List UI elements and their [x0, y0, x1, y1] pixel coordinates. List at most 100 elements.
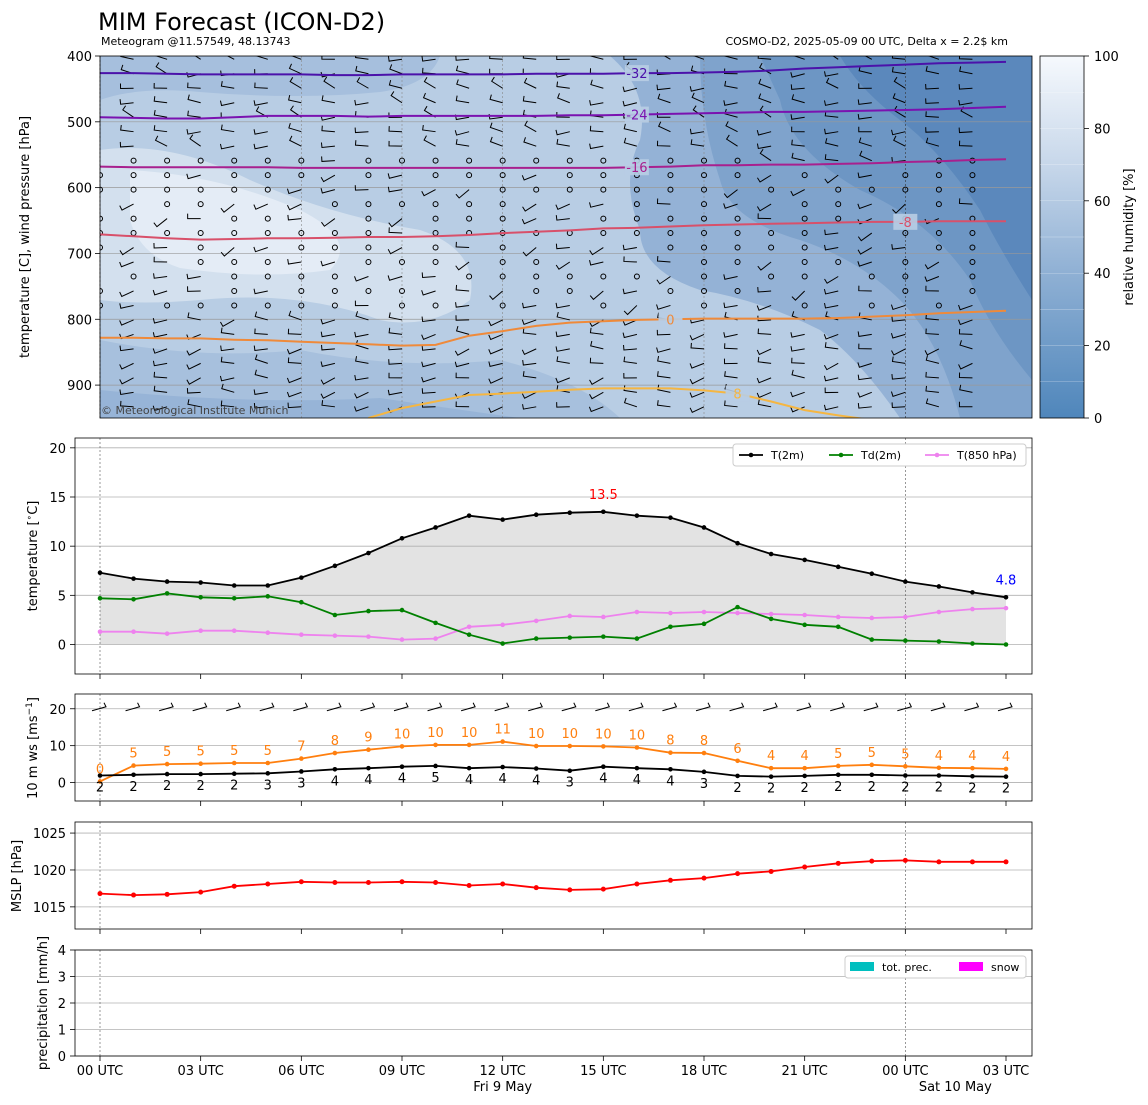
wind-barb — [488, 333, 503, 341]
calm-wind-marker — [969, 230, 976, 237]
ytick-label: 0 — [58, 1050, 66, 1065]
data-point — [701, 621, 707, 627]
wind-barb — [119, 319, 134, 326]
upper-ytick-label: 400 — [67, 50, 92, 65]
data-point — [231, 628, 237, 634]
calm-wind-marker — [768, 244, 775, 251]
data-point — [701, 769, 707, 775]
wind-barb — [958, 319, 973, 326]
wind-barb — [187, 213, 201, 220]
wind-barb — [287, 259, 302, 265]
wind-barb — [656, 140, 671, 147]
wind-barb — [220, 247, 235, 257]
wind-barb — [455, 261, 470, 271]
wind-barb — [725, 121, 738, 133]
wind-barb — [823, 100, 839, 106]
wind-barb — [289, 105, 302, 118]
calm-wind-marker — [533, 157, 540, 164]
data-point — [668, 610, 673, 616]
data-point — [869, 637, 875, 642]
wind-barb-10m — [729, 702, 745, 712]
wind-barb — [421, 388, 436, 394]
data-point — [768, 774, 774, 779]
data-point — [835, 624, 841, 630]
wind-barb — [119, 203, 134, 211]
wind-barb-10m — [460, 702, 476, 712]
wind-barb — [421, 361, 436, 368]
wind-barb — [388, 140, 403, 147]
calm-wind-marker — [734, 172, 741, 179]
wind-barb — [286, 391, 302, 398]
temperature-legend-box — [732, 443, 1027, 467]
calm-wind-marker — [499, 244, 506, 251]
wind-barb — [155, 62, 168, 75]
wind-barb — [521, 174, 537, 181]
wind-barb — [891, 56, 906, 60]
mean-wind-label: 4 — [599, 772, 607, 787]
upper-ylabel: temperature [C], wind pressure [hPa] — [18, 116, 33, 358]
data-point — [265, 881, 271, 887]
calm-wind-marker — [264, 186, 271, 193]
wind-barb — [321, 95, 335, 104]
calm-wind-marker — [264, 302, 271, 309]
legend-label: Td(2m) — [860, 449, 901, 462]
wind-barb — [623, 256, 637, 263]
wind-barb — [320, 260, 336, 267]
wind-barb — [724, 371, 738, 379]
wind-barb — [622, 288, 637, 295]
wind-barb — [388, 80, 403, 89]
wind-barb — [692, 105, 705, 118]
calm-wind-marker — [835, 201, 842, 208]
wind-barb — [454, 361, 470, 368]
wind-barb — [119, 377, 134, 385]
wind-barb — [656, 84, 671, 91]
calm-wind-marker — [231, 230, 238, 237]
time-axis: 00 UTC 03 UTC 06 UTC 09 UTC 12 UTC 15 UTC 18 U… — [77, 1064, 1029, 1095]
data-point — [299, 599, 304, 605]
data-point — [601, 634, 606, 639]
wind-barb — [756, 130, 772, 136]
wind-barb — [759, 62, 772, 75]
wind-barb — [693, 56, 705, 60]
calm-wind-marker — [701, 287, 707, 294]
data-point — [701, 609, 707, 615]
wind-barb — [355, 311, 369, 321]
wind-barb — [690, 139, 705, 147]
wind-barb — [858, 65, 872, 75]
calm-wind-marker — [701, 157, 707, 164]
series-line — [99, 592, 1007, 646]
wind-barb — [757, 328, 772, 335]
calm-wind-marker — [197, 186, 204, 193]
wind-barb — [354, 185, 369, 191]
wind-barb — [388, 327, 403, 335]
wind-barb — [723, 302, 738, 309]
wind-barb — [622, 86, 638, 93]
wind-barb — [824, 110, 839, 118]
wind-barb — [288, 63, 302, 75]
wind-barb — [287, 214, 302, 221]
wind-barb — [354, 300, 369, 307]
data-point — [835, 763, 841, 769]
gust-label: 8 — [331, 734, 339, 749]
data-point — [332, 633, 338, 638]
wind-barb — [320, 115, 336, 121]
upper-grid — [99, 56, 1032, 418]
wind-barb — [153, 82, 168, 89]
calm-wind-marker — [701, 302, 707, 309]
wind-barb-10m — [125, 702, 141, 712]
wind-barb-10m — [930, 702, 946, 712]
calm-wind-marker — [432, 244, 439, 251]
gust-label: 4 — [935, 749, 943, 764]
legend-label: T(850 hPa) — [956, 449, 1017, 462]
temperature-legend-items: T(2m) Td(2m) T(850 hPa) — [739, 449, 1017, 462]
wind-barb — [219, 100, 235, 107]
gust-label: 10 — [562, 727, 579, 742]
wind-barb — [356, 77, 369, 89]
data-point — [500, 881, 506, 887]
wind-barb — [254, 328, 268, 335]
calm-wind-marker — [399, 157, 405, 164]
mslp-panel: 1015 1020 1025 MSLP [hPa] — [10, 821, 1033, 934]
mean-wind-label: 2 — [129, 780, 137, 795]
calm-wind-marker — [600, 230, 607, 237]
date-label: Sat 10 May — [919, 1080, 992, 1095]
